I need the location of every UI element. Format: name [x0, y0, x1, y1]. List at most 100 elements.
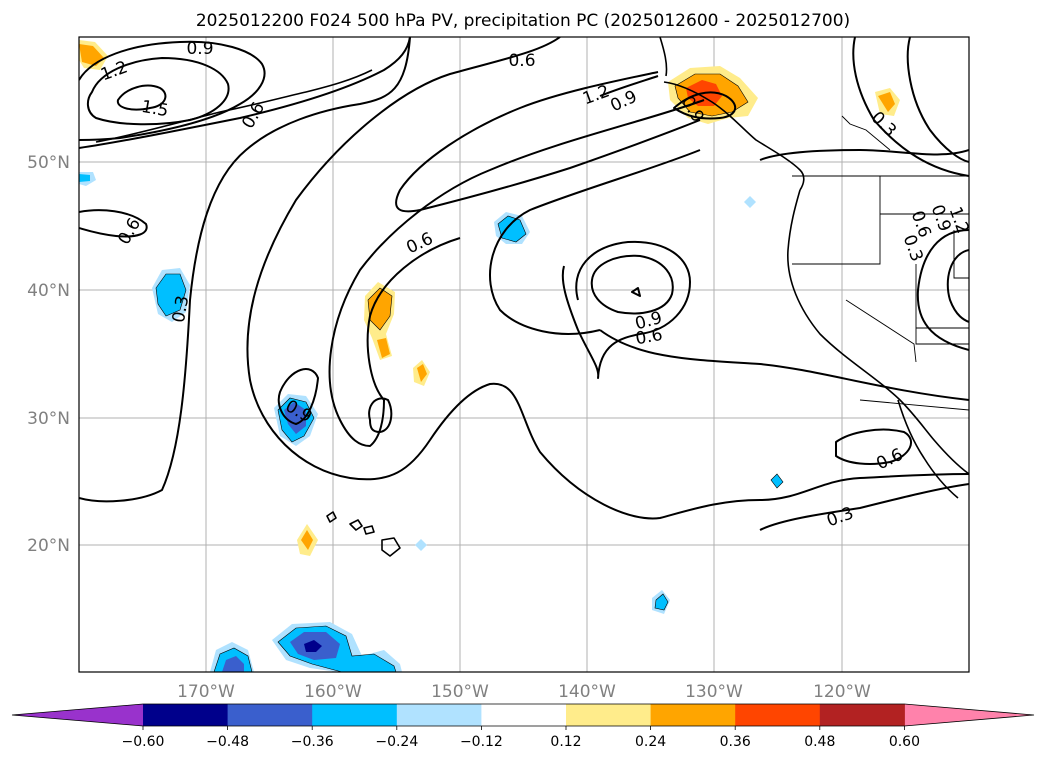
coastlines [95, 37, 969, 557]
pv-contour-0.3 [79, 37, 411, 503]
political-borders [792, 115, 969, 411]
colorbar-segment [143, 704, 229, 726]
graticule [79, 37, 969, 672]
precip-blob-negative [304, 640, 322, 652]
colorbar-tick-label: 0.60 [889, 734, 920, 750]
precip-blob-positive [79, 44, 104, 66]
colorbar-tick-label: −0.36 [291, 734, 334, 750]
precip-blob-negative [497, 215, 527, 243]
colorbar-segment [481, 704, 567, 726]
lon-label-170w: 170°W [177, 682, 235, 702]
pv-contour-0.3 [599, 329, 969, 401]
pv-contour-0.9 [368, 397, 393, 433]
alaska-coastline [659, 37, 668, 77]
west-coast-coastline [787, 189, 969, 475]
hawaii-islands [326, 511, 401, 557]
pv-contour-0.9 [590, 254, 674, 315]
pv-contour-0.6 [759, 149, 969, 161]
aleutian-coastline [95, 69, 373, 143]
pv-contour-0.3 [246, 37, 969, 520]
latitude-labels: 50°N 40°N 30°N 20°N [27, 153, 70, 556]
map-background [79, 37, 969, 672]
lon-label-150w: 150°W [431, 682, 489, 702]
us-mexico-border [859, 399, 969, 411]
precip-blob-negative [222, 656, 244, 672]
pv-contour-0.6 [489, 149, 701, 335]
pv-contour-0.6 [906, 37, 969, 163]
pv-contour-1.2 [599, 75, 659, 97]
contour-label: 0.6 [634, 325, 664, 349]
pv-contour-1.5 [116, 84, 167, 111]
contour-label: 1.5 [140, 97, 170, 121]
colorbar-tick-label: −0.60 [122, 734, 165, 750]
pv-contour-0.6 [328, 99, 705, 447]
lon-label-130w: 130°W [685, 682, 743, 702]
pv-contour-0.9 [916, 229, 969, 351]
state-border [845, 299, 917, 363]
canada-province-border [841, 115, 891, 151]
state-border [953, 230, 969, 279]
precip-blob-negative [79, 174, 90, 182]
baja-coastline [897, 399, 959, 499]
colorbar-segment [396, 704, 482, 726]
colorbar-tick-label: −0.24 [375, 734, 418, 750]
colorbar-extend-min [12, 704, 143, 726]
colorbar-tick-label: 0.24 [635, 734, 666, 750]
colorbar-tick-label: −0.12 [460, 734, 503, 750]
pv-contour-0.6 [561, 265, 641, 379]
contour-label: 0.6 [508, 51, 535, 71]
lon-label-120w: 120°W [813, 682, 871, 702]
pv-contour-0.9 [277, 368, 319, 425]
colorbar-extend-max [904, 704, 1034, 726]
map-area: 0.9 1.2 1.5 0.6 0.6 0.3 0.6 1.2 0.9 0.6 … [78, 36, 970, 673]
state-border [792, 176, 881, 265]
colorbar-segment [819, 704, 905, 726]
longitude-labels: 170°W 160°W 150°W 140°W 130°W 120°W [177, 682, 871, 702]
precip-blob-negative [155, 273, 187, 317]
contour-label: 0.3 [169, 294, 193, 324]
pv-contour-0.3 [852, 37, 969, 177]
pv-contour-0.6 [79, 209, 148, 238]
colorbar-tick-label: 0.48 [804, 734, 835, 750]
lat-label-50n: 50°N [27, 153, 70, 173]
precip-blob-positive [301, 530, 313, 550]
lon-label-140w: 140°W [558, 682, 616, 702]
precip-blob-negative [770, 473, 784, 489]
contour-label: 0.9 [186, 39, 213, 59]
pv-contour-1.2 [631, 287, 641, 297]
pv-contour-0.6 [835, 428, 912, 465]
pv-contour-0.9 [79, 40, 266, 141]
colorbar-tick-label: −0.48 [206, 734, 249, 750]
colorbar-segment [227, 704, 313, 726]
precip-blob-negative [744, 196, 756, 208]
lat-label-40n: 40°N [27, 281, 70, 301]
colorbar-segment [735, 704, 821, 726]
lat-label-20n: 20°N [27, 536, 70, 556]
pv-contour-0.6 [79, 37, 411, 149]
pv-contour-1.2 [86, 57, 230, 126]
precip-blob-positive [377, 338, 390, 358]
precip-blob-negative [284, 402, 306, 434]
pv-contours [79, 37, 969, 531]
map-frame [78, 36, 970, 673]
colorbar-segment [650, 704, 736, 726]
pv-contour-1.2 [946, 249, 969, 323]
pv-contour-0.6 [575, 240, 691, 335]
colorbar: −0.60 −0.48 −0.36 −0.24 −0.12 0.12 0.24 0.36 0.4… [11, 703, 1035, 750]
precip-blob-positive [417, 364, 427, 382]
precip-blob-positive [878, 92, 895, 112]
pv-contour-0.3 [759, 483, 969, 531]
colorbar-segment [312, 704, 398, 726]
colorbar-segment [566, 704, 652, 726]
figure-title: 2025012200 F024 500 hPa PV, precipitatio… [196, 11, 850, 31]
precip-blob-negative [654, 593, 669, 611]
state-border [915, 264, 969, 345]
lat-label-30n: 30°N [27, 409, 70, 429]
precipitation-shading [79, 40, 900, 672]
lon-label-160w: 160°W [304, 682, 362, 702]
colorbar-tick-label: 0.12 [550, 734, 581, 750]
pv-contour-1.2 [673, 91, 736, 120]
pv-contour-0.9 [395, 71, 701, 213]
precip-blob-negative [415, 539, 427, 551]
